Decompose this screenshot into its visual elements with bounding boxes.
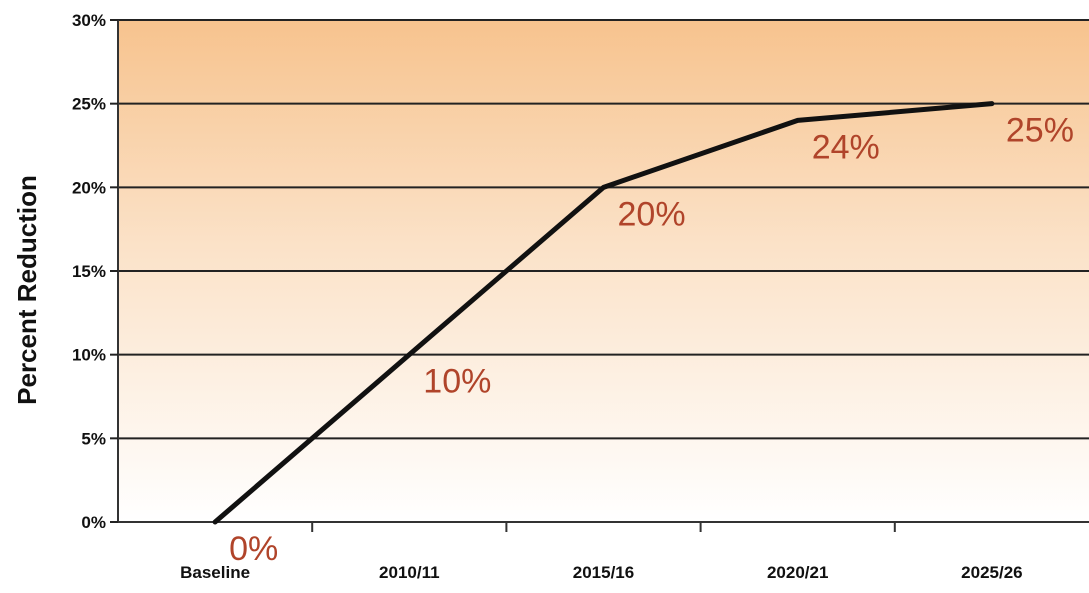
y-tick-label-6: 30% [72, 11, 106, 30]
y-tick-label-1: 5% [81, 429, 106, 448]
y-tick-label-4: 20% [72, 178, 106, 197]
x-tick-label-4: 2025/26 [961, 563, 1022, 582]
y-tick-label-3: 15% [72, 262, 106, 281]
data-labels: 0% 10% 20% 24% 25% [229, 112, 1074, 568]
y-axis-ticks: 0% 5% 10% 15% 20% 25% 30% [72, 11, 118, 532]
series-line-0 [212, 101, 995, 525]
data-label-2: 20% [618, 195, 686, 233]
x-tick-label-1: 2010/11 [379, 563, 440, 582]
y-axis-title: Percent Reduction [12, 175, 42, 405]
x-tick-label-3: 2020/21 [767, 563, 828, 582]
y-tick-label-2: 10% [72, 346, 106, 365]
data-label-1: 10% [423, 363, 491, 401]
y-tick-label-0: 0% [81, 513, 106, 532]
y-tick-label-5: 25% [72, 95, 106, 114]
data-label-3: 24% [812, 128, 880, 166]
data-label-0: 0% [229, 530, 278, 568]
x-tick-label-2: 2015/16 [573, 563, 634, 582]
x-axis-ticks: Baseline 2010/11 2015/16 2020/21 2025/26 [180, 522, 1023, 582]
data-label-4: 25% [1006, 112, 1074, 150]
series-layer [212, 101, 995, 525]
x-tick-label-0: Baseline [180, 563, 250, 582]
